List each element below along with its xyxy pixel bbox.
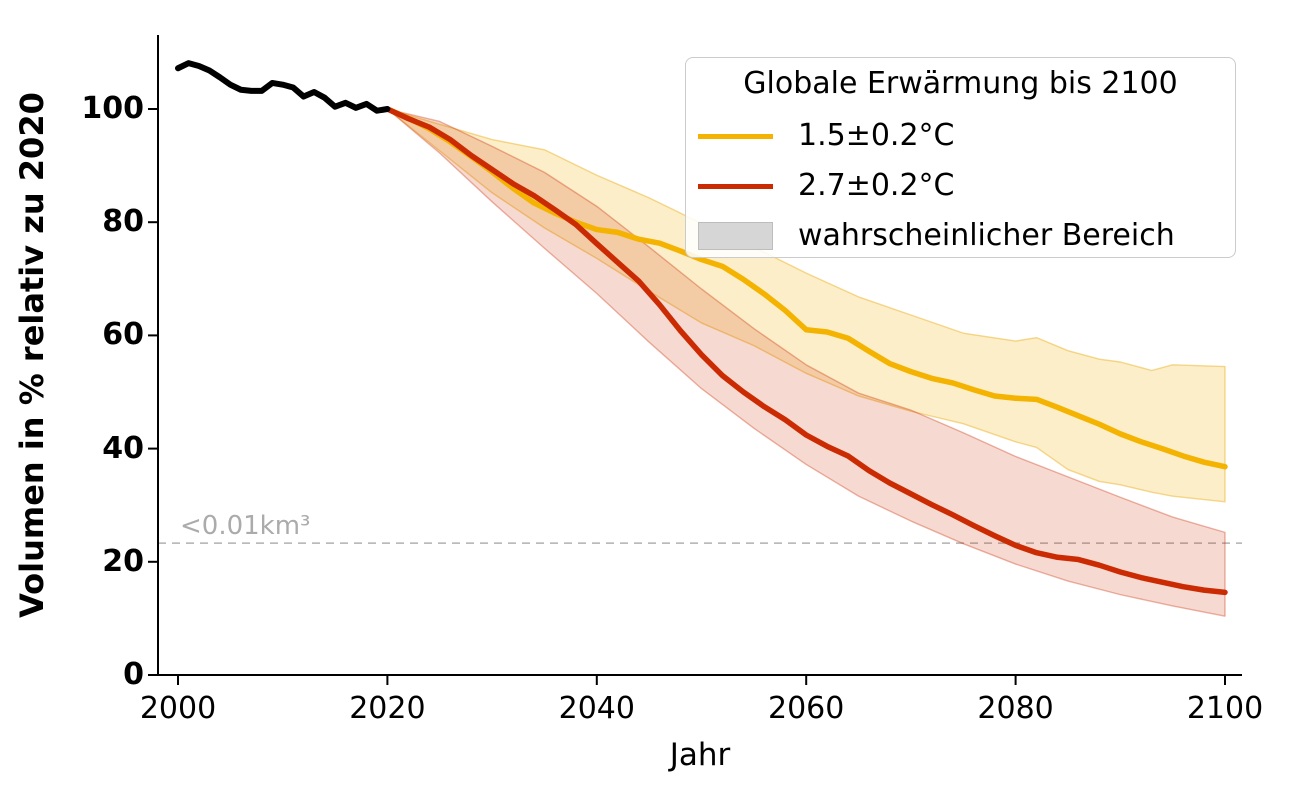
y-tick-label: 0 [123,657,144,692]
series-line-15c [384,106,1228,470]
y-tick-label: 100 [81,91,144,126]
legend-patch-swatch-icon [698,222,773,250]
legend-item: 2.7±0.2°C [686,161,1235,211]
x-tick-label: 2020 [349,691,426,726]
series-line-27c [384,106,1228,596]
x-tick-label: 2080 [977,691,1054,726]
x-tick-label: 2100 [1186,691,1264,726]
legend-item-label: 2.7±0.2°C [798,168,955,203]
series-line-historical [175,60,391,114]
x-tick-label: 2040 [558,691,635,726]
band-27c [386,108,1226,617]
legend-title: Globale Erwärmung bis 2100 [743,66,1178,101]
y-tick-label: 40 [102,430,144,466]
x-tick-label: 2060 [768,691,845,726]
y-tick-label: 60 [102,317,144,353]
x-tick-label: 2000 [139,691,217,726]
legend-item: 1.5±0.2°C [686,111,1235,161]
y-axis-label: Volumen in % relativ zu 2020 [13,92,51,618]
legend-item-label: 1.5±0.2°C [798,118,955,153]
legend-line-swatch-icon [698,183,773,189]
x-axis-label: Jahr [669,737,731,773]
threshold-label: <0.01km³ [180,511,311,542]
legend-line-swatch-icon [698,133,773,139]
legend-item-label: wahrscheinlicher Bereich [798,218,1175,253]
legend-item: wahrscheinlicher Bereich [686,211,1235,261]
legend: Globale Erwärmung bis 2100 1.5±0.2°C 2.7±… [685,57,1236,258]
y-tick-label: 80 [102,204,144,240]
y-tick-label: 20 [102,543,144,579]
